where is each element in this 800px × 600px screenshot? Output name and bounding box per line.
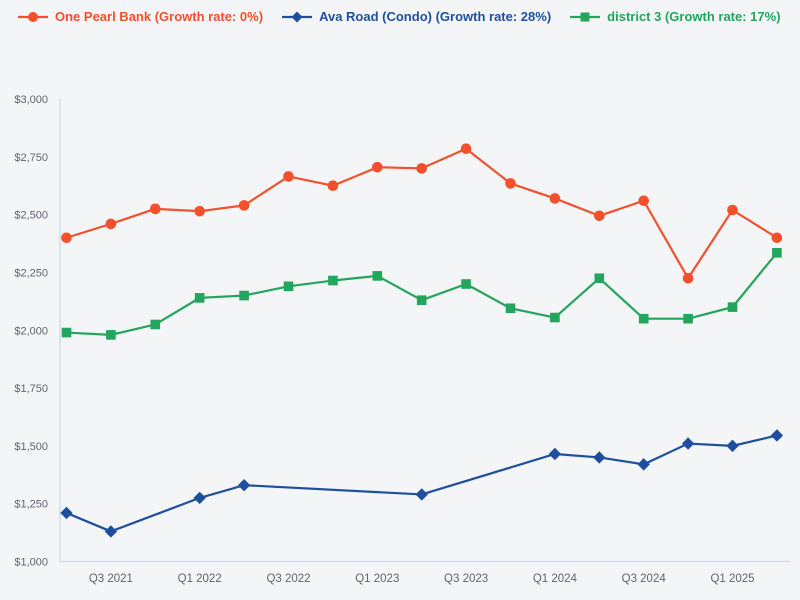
square-data-point[interactable] [683, 313, 693, 324]
series-square [61, 247, 782, 340]
square-data-point[interactable] [727, 302, 738, 312]
diamond-data-point[interactable] [415, 488, 428, 501]
square-data-point[interactable] [283, 281, 294, 292]
y-tick-label: $3,000 [14, 94, 48, 106]
line-circle-marker-icon [18, 11, 48, 22]
y-tick-label: $2,500 [14, 210, 48, 222]
x-tick-label: Q1 2024 [533, 573, 578, 585]
line-diamond-marker-icon [282, 11, 313, 22]
diamond-data-point[interactable] [770, 429, 784, 442]
circle-data-point[interactable] [150, 203, 161, 215]
legend-label-one-pearl-bank: One Pearl Bank (Growth rate: 0%) [55, 9, 264, 24]
x-tick-label: Q1 2023 [355, 573, 399, 585]
x-tick-label: Q3 2022 [266, 573, 310, 585]
circle-data-point[interactable] [727, 204, 738, 216]
circle-data-point[interactable] [638, 195, 649, 207]
y-tick-label: $2,000 [14, 325, 48, 337]
series-diamond [60, 429, 784, 538]
circle-data-point[interactable] [460, 143, 472, 155]
chart-axes [59, 99, 790, 563]
diamond-data-point[interactable] [237, 478, 251, 492]
series-line [66, 252, 778, 336]
legend-item-one-pearl-bank[interactable]: One Pearl Bank (Growth rate: 0%) [18, 9, 263, 24]
diamond-data-point[interactable] [593, 451, 606, 464]
series-line [66, 434, 778, 533]
square-data-point[interactable] [150, 319, 161, 330]
circle-data-point[interactable] [549, 193, 561, 204]
diamond-data-point[interactable] [548, 447, 562, 461]
square-data-point[interactable] [461, 279, 471, 289]
circle-data-point[interactable] [771, 232, 783, 244]
circle-data-point[interactable] [682, 272, 694, 284]
square-data-point[interactable] [372, 271, 383, 281]
legend-label-ava-road: Ava Road (Condo) (Growth rate: 28%) [319, 9, 552, 24]
y-tick-label: $2,750 [14, 152, 48, 164]
circle-data-point[interactable] [238, 200, 250, 211]
square-data-point[interactable] [106, 330, 116, 340]
x-tick-label: Q1 2025 [710, 573, 754, 585]
legend-label-district-3: district 3 (Growth rate: 17%) [607, 9, 781, 24]
x-tick-label: Q3 2021 [89, 573, 133, 585]
legend-item-ava-road[interactable]: Ava Road (Condo) (Growth rate: 28%) [282, 9, 551, 24]
diamond-data-point[interactable] [726, 439, 739, 453]
series-circle [61, 143, 783, 284]
square-data-point[interactable] [638, 313, 649, 324]
circle-data-point[interactable] [61, 232, 72, 244]
square-data-point[interactable] [550, 312, 560, 323]
y-tick-label: $1,250 [14, 499, 48, 511]
circle-data-point[interactable] [327, 180, 339, 192]
y-tick-label: $1,750 [14, 383, 48, 395]
circle-data-point[interactable] [372, 161, 383, 173]
diamond-data-point[interactable] [637, 458, 650, 471]
chart-legend: One Pearl Bank (Growth rate: 0%) Ava Roa… [18, 9, 781, 24]
y-tick-label: $2,250 [14, 267, 48, 279]
square-data-point[interactable] [772, 247, 782, 258]
diamond-data-point[interactable] [104, 525, 118, 538]
legend-item-district-3[interactable]: district 3 (Growth rate: 17%) [570, 9, 781, 24]
circle-data-point[interactable] [105, 218, 117, 230]
y-tick-label: $1,000 [14, 557, 48, 569]
square-data-point[interactable] [505, 303, 516, 314]
circle-data-point[interactable] [194, 205, 205, 217]
circle-data-point[interactable] [594, 210, 605, 222]
square-data-point[interactable] [416, 295, 427, 305]
circle-data-point[interactable] [283, 171, 294, 182]
circle-data-point[interactable] [505, 178, 516, 189]
square-data-point[interactable] [194, 293, 205, 303]
x-tick-label: Q3 2024 [622, 573, 667, 585]
diamond-data-point[interactable] [60, 506, 73, 520]
square-data-point[interactable] [239, 290, 249, 301]
square-data-point[interactable] [61, 327, 72, 338]
x-tick-label: Q1 2022 [178, 573, 222, 585]
x-tick-label: Q3 2023 [444, 573, 488, 585]
y-tick-label: $1,500 [14, 441, 48, 453]
circle-data-point[interactable] [416, 163, 428, 174]
square-data-point[interactable] [328, 275, 338, 286]
diamond-data-point[interactable] [681, 437, 695, 450]
diamond-data-point[interactable] [193, 491, 206, 505]
square-data-point[interactable] [594, 273, 605, 284]
line-square-marker-icon [570, 12, 601, 21]
